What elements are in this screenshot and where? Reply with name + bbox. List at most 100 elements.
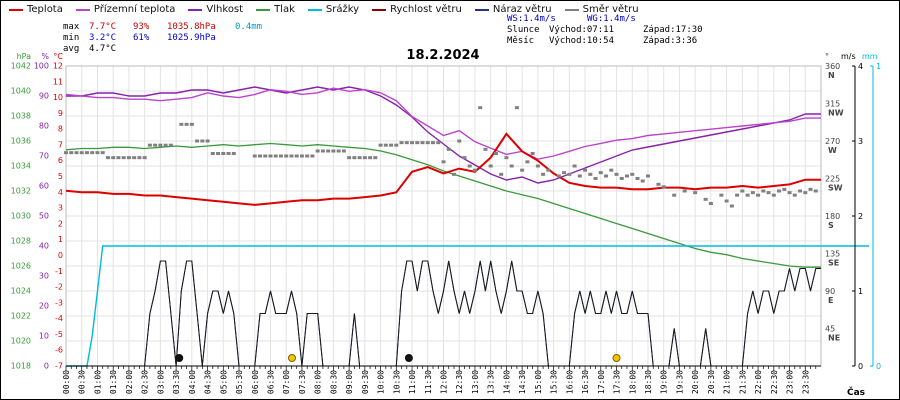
svg-text:1030: 1030	[11, 212, 31, 221]
svg-text:1: 1	[876, 62, 881, 71]
svg-text:6: 6	[58, 156, 63, 165]
svg-text:3: 3	[858, 137, 863, 146]
svg-text:12:00: 12:00	[440, 370, 449, 394]
svg-text:18:00: 18:00	[628, 370, 637, 394]
svg-text:9: 9	[58, 109, 63, 118]
legend-item-prizemni-teplota: Přízemní teplota	[75, 4, 176, 15]
svg-text:05:00: 05:00	[219, 370, 228, 394]
stats-max-temp: 7.7°C	[89, 22, 117, 32]
svg-text:-4: -4	[55, 314, 63, 323]
legend-swatch-icon	[75, 8, 90, 11]
svg-text:10: 10	[39, 332, 49, 341]
svg-text:21:00: 21:00	[723, 370, 732, 394]
svg-text:11:30: 11:30	[424, 370, 433, 394]
sun-times: Slunce Východ:07:11 Západ:17:30	[507, 25, 703, 36]
svg-text:7: 7	[58, 140, 63, 149]
sun-event-marker	[287, 354, 296, 362]
svg-text:70: 70	[39, 152, 49, 161]
svg-text:2: 2	[858, 212, 863, 221]
stats-min-pressure: 1025.9hPa	[167, 33, 216, 43]
svg-text:01:00: 01:00	[94, 370, 103, 394]
svg-text:10:30: 10:30	[392, 370, 401, 394]
svg-text:1040: 1040	[11, 87, 31, 96]
legend-swatch-icon	[372, 8, 387, 11]
svg-text:23:00: 23:00	[786, 370, 795, 394]
svg-text:02:30: 02:30	[141, 370, 150, 394]
svg-text:17:30: 17:30	[613, 370, 622, 394]
legend-label: Přízemní teplota	[93, 4, 176, 15]
moonrise-time: Východ:10:54	[549, 36, 615, 46]
svg-text:02:00: 02:00	[125, 370, 134, 394]
svg-text:00:30: 00:30	[78, 370, 87, 394]
svg-text:10: 10	[53, 93, 63, 102]
svg-text:03:00: 03:00	[156, 370, 165, 394]
sunrise-time: Východ:07:11	[549, 25, 615, 35]
svg-text:N: N	[828, 71, 835, 80]
stats-row-max: max 7.7°C 93% 1035.8hPa 0.4mm	[63, 22, 262, 33]
stats-max-pressure: 1035.8hPa	[167, 22, 216, 32]
svg-text:08:30: 08:30	[329, 370, 338, 394]
svg-text:0: 0	[876, 362, 881, 371]
svg-text:13:00: 13:00	[471, 370, 480, 394]
svg-text:%: %	[41, 52, 49, 61]
stats-min-humidity: 61%	[133, 33, 150, 43]
legend-item-teplota: Teplota	[9, 4, 63, 15]
svg-text:21:30: 21:30	[738, 370, 747, 394]
svg-text:225: 225	[825, 175, 840, 184]
svg-text:100: 100	[34, 62, 49, 71]
svg-text:-3: -3	[55, 298, 63, 307]
svg-text:14:00: 14:00	[502, 370, 511, 394]
svg-text:3: 3	[58, 204, 63, 213]
svg-text:03:30: 03:30	[172, 370, 181, 394]
moon-times: Měsíc Východ:10:54 Západ:3:36	[507, 36, 703, 47]
svg-text:13:30: 13:30	[487, 370, 496, 394]
svg-text:1020: 1020	[11, 337, 31, 346]
svg-text:19:30: 19:30	[675, 370, 684, 394]
legend-swatch-icon	[9, 8, 23, 11]
svg-text:E: E	[828, 296, 833, 305]
svg-text:05:30: 05:30	[235, 370, 244, 394]
svg-text:1: 1	[858, 287, 863, 296]
legend-label: Vlhkost	[206, 4, 244, 15]
moon-event-marker	[175, 354, 184, 362]
stats-row-avg: avg 4.7°C	[63, 44, 262, 55]
svg-text:16:30: 16:30	[581, 370, 590, 394]
svg-text:1036: 1036	[11, 137, 31, 146]
svg-text:1026: 1026	[11, 262, 31, 271]
svg-text:°: °	[825, 52, 829, 61]
svg-text:1038: 1038	[11, 112, 31, 121]
svg-text:16:00: 16:00	[565, 370, 574, 394]
svg-text:04:00: 04:00	[188, 370, 197, 394]
wind-gust-value: WG:1.4m/s	[587, 14, 636, 24]
series-p-zemn-teplota	[65, 87, 821, 160]
svg-text:1022: 1022	[11, 312, 31, 321]
svg-text:135: 135	[825, 250, 840, 259]
stats-row-min: min 3.2°C 61% 1025.9hPa	[63, 33, 262, 44]
svg-text:1042: 1042	[11, 62, 31, 71]
svg-text:1028: 1028	[11, 237, 31, 246]
svg-text:90: 90	[39, 92, 49, 101]
stats-min-label: min	[63, 33, 80, 43]
svg-text:Čas: Čas	[847, 386, 865, 398]
legend-swatch-icon	[256, 8, 271, 11]
legend-swatch-icon	[307, 8, 322, 11]
svg-text:-2: -2	[55, 283, 63, 292]
chart-legend: Teplota Přízemní teplota Vlhkost Tlak Sr…	[9, 4, 639, 15]
svg-text:80: 80	[39, 122, 49, 131]
svg-text:1032: 1032	[11, 187, 31, 196]
svg-text:315: 315	[825, 100, 840, 109]
svg-text:270: 270	[825, 137, 840, 146]
wind-summary: WS:1.4m/s WG:1.4m/s	[507, 14, 703, 25]
svg-text:20:00: 20:00	[691, 370, 700, 394]
svg-text:SW: SW	[828, 184, 843, 193]
legend-item-naraz-vetru: Náraz větru	[474, 4, 552, 15]
moon-label: Měsíc	[507, 36, 535, 46]
legend-swatch-icon	[474, 8, 489, 11]
stats-max-rain: 0.4mm	[235, 22, 263, 32]
svg-text:10:00: 10:00	[377, 370, 386, 394]
astro-wind-info: WS:1.4m/s WG:1.4m/s Slunce Východ:07:11 Záp…	[507, 14, 703, 47]
svg-text:12:30: 12:30	[455, 370, 464, 394]
svg-text:14:30: 14:30	[518, 370, 527, 394]
svg-text:1018: 1018	[11, 362, 31, 371]
